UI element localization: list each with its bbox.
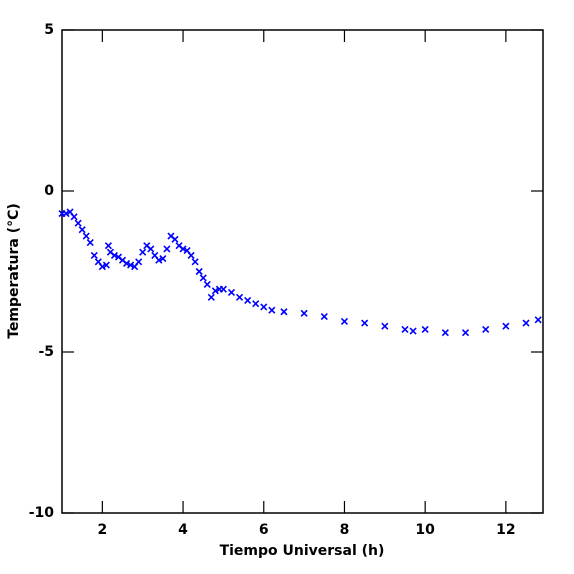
data-point	[441, 329, 449, 337]
y-tick-label: 0	[44, 183, 54, 199]
data-point	[127, 261, 135, 269]
data-point	[235, 293, 244, 301]
data-point	[268, 306, 276, 314]
data-point	[171, 235, 179, 243]
data-point	[86, 238, 94, 247]
data-point	[139, 248, 147, 256]
data-point	[421, 325, 429, 334]
data-point	[147, 245, 155, 253]
data-point	[191, 258, 199, 266]
data-point	[482, 325, 490, 334]
data-point	[361, 319, 369, 327]
data-point	[207, 293, 215, 301]
data-point	[381, 322, 389, 330]
x-axis-label: Tiempo Universal (h)	[220, 543, 385, 559]
data-point	[199, 274, 207, 282]
data-point	[280, 308, 288, 316]
data-point	[179, 245, 187, 253]
data-point	[187, 251, 195, 259]
x-tick-label: 4	[178, 522, 188, 538]
y-tick-label: -5	[38, 344, 54, 360]
data-point	[320, 313, 328, 321]
data-point	[155, 256, 163, 264]
data-point	[211, 287, 219, 295]
data-point	[227, 288, 236, 296]
data-point	[244, 296, 252, 305]
data-point	[78, 226, 86, 234]
data-point	[219, 285, 227, 293]
data-point	[260, 303, 268, 311]
data-point	[104, 242, 112, 250]
data-point	[409, 327, 417, 335]
data-point	[340, 317, 349, 325]
data-point	[90, 251, 98, 259]
data-point	[195, 267, 203, 276]
data-point	[135, 258, 143, 266]
data-point	[82, 232, 90, 240]
data-point	[159, 255, 167, 263]
x-tick-label: 6	[259, 522, 269, 538]
data-point	[522, 319, 530, 327]
data-point	[102, 261, 110, 269]
data-point	[534, 316, 542, 324]
x-tick-label: 12	[496, 522, 515, 538]
y-tick-label: -10	[29, 505, 55, 521]
data-point	[163, 245, 171, 253]
data-point	[502, 322, 510, 330]
data-point	[110, 251, 119, 259]
data-point	[122, 259, 131, 268]
x-tick-label: 8	[340, 522, 350, 538]
data-point	[300, 309, 308, 317]
data-point	[252, 300, 260, 308]
x-tick-label: 10	[415, 522, 435, 538]
y-axis-label: Temperatura (°C)	[6, 203, 22, 339]
data-point	[461, 329, 470, 337]
data-point	[203, 280, 211, 288]
plot-frame	[61, 29, 544, 514]
data-point	[98, 263, 106, 271]
y-tick-label: 5	[44, 22, 54, 38]
data-point	[401, 325, 409, 334]
data-point	[62, 209, 70, 218]
data-point	[74, 219, 82, 227]
x-tick-label: 2	[97, 522, 107, 538]
data-point	[70, 213, 78, 221]
